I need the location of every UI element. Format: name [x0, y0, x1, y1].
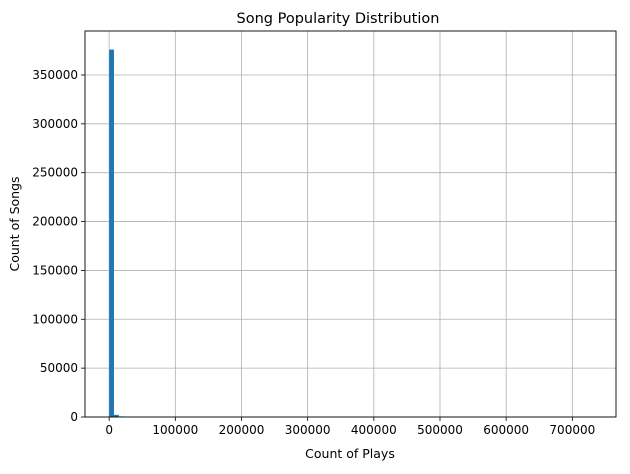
- y-tick-label: 100000: [32, 312, 78, 326]
- y-tick-label: 50000: [40, 361, 78, 375]
- x-tick-label: 400000: [351, 423, 397, 437]
- x-axis-label: Count of Plays: [305, 446, 395, 461]
- y-axis-label: Count of Songs: [7, 176, 22, 271]
- y-tick-label: 350000: [32, 68, 78, 82]
- y-tick-label: 0: [70, 410, 78, 424]
- x-tick-label: 0: [105, 423, 113, 437]
- x-tick-label: 600000: [483, 423, 529, 437]
- x-tick-label: 200000: [219, 423, 265, 437]
- y-tick-label: 200000: [32, 215, 78, 229]
- plot-frame: [85, 31, 616, 417]
- y-tick-label: 300000: [32, 117, 78, 131]
- y-tick-label: 250000: [32, 166, 78, 180]
- x-tick-label: 500000: [417, 423, 463, 437]
- grid-lines: [85, 31, 616, 417]
- histogram-bar: [109, 50, 114, 417]
- histogram-bars: [109, 50, 133, 417]
- x-tick-label: 300000: [285, 423, 331, 437]
- x-tick-label: 700000: [549, 423, 595, 437]
- y-tick-label: 150000: [32, 263, 78, 277]
- chart-title: Song Popularity Distribution: [237, 11, 440, 27]
- x-tick-label: 100000: [152, 423, 198, 437]
